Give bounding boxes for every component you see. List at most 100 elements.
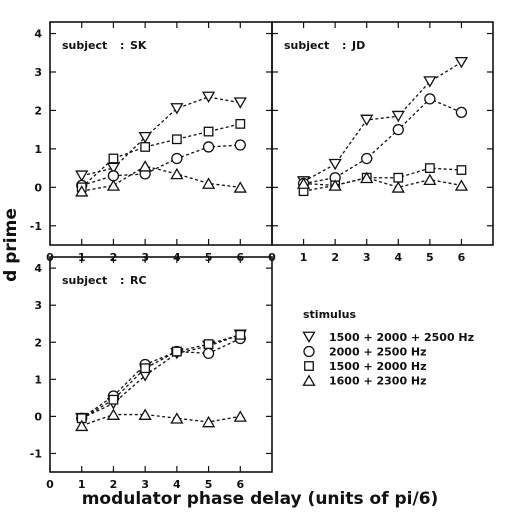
y-tick-label: -1	[30, 447, 42, 460]
legend-label: 2000 + 2500 Hz	[329, 346, 427, 359]
legend-title: stimulus	[303, 308, 356, 321]
data-point	[106, 408, 121, 420]
series-circle	[297, 93, 468, 190]
series-line	[81, 337, 241, 419]
series-triangle-up	[296, 171, 469, 193]
x-tick-label: 6	[236, 478, 244, 491]
subject-separator: :	[120, 274, 124, 287]
series-line	[303, 61, 462, 183]
data-point	[203, 339, 214, 350]
panel-frame	[271, 21, 494, 246]
series-triangle-up	[75, 160, 247, 197]
y-tick-label: 4	[34, 28, 42, 41]
panel-frame	[49, 256, 273, 473]
x-tick-label: 0	[46, 478, 54, 491]
series-square	[298, 163, 467, 197]
panel-rc: -1 0 1 2 3 4 0 1 2 3 4 5 6 subject: RC	[30, 256, 273, 491]
data-point	[456, 165, 467, 175]
subject-id: JD	[351, 39, 365, 52]
y-tick-label: 3	[34, 299, 42, 312]
legend-marker	[302, 331, 316, 344]
y-tick-label: 3	[34, 66, 42, 79]
series-line	[81, 96, 241, 177]
data-point	[391, 181, 405, 193]
data-point	[360, 171, 374, 184]
legend-label: 1600 + 2300 Hz	[329, 375, 427, 388]
x-tick-label: 2	[110, 478, 118, 491]
data-point	[424, 93, 436, 105]
data-point	[235, 329, 246, 340]
subject-label: subject	[62, 274, 107, 287]
data-point	[75, 419, 89, 432]
legend-marker	[302, 374, 316, 386]
data-point	[454, 56, 469, 69]
data-point	[202, 141, 215, 153]
series-line	[303, 167, 462, 192]
x-axis-title: modulator phase delay (units of pi/6)	[82, 489, 439, 509]
subject-separator: :	[120, 39, 124, 52]
data-point	[234, 139, 246, 151]
y-tick-label: 2	[34, 336, 42, 349]
series-line	[81, 165, 241, 192]
subject-label: subject	[284, 39, 329, 52]
data-point	[328, 158, 342, 171]
x-tick-label: 6	[458, 251, 466, 264]
series-circle	[76, 139, 246, 192]
data-point	[393, 172, 404, 183]
data-point	[202, 347, 215, 360]
data-point	[391, 110, 405, 123]
legend-marker	[303, 345, 315, 358]
series-line	[81, 334, 241, 419]
data-point	[423, 173, 437, 186]
data-point	[201, 415, 216, 428]
series-square	[76, 329, 246, 424]
y-tick-label: 0	[34, 410, 42, 423]
data-point	[328, 179, 342, 191]
y-axis-title: d prime	[1, 208, 21, 282]
series-line	[81, 123, 241, 188]
x-tick-label: 4	[173, 478, 181, 491]
data-point	[108, 153, 119, 164]
legend-entry: 2000 + 2500 Hz	[303, 345, 427, 359]
y-tick-label: 1	[34, 373, 42, 386]
data-point	[233, 181, 247, 193]
series-triangle-down	[75, 329, 247, 425]
series-triangle-up	[75, 408, 247, 432]
data-point	[171, 152, 183, 165]
data-point	[454, 179, 469, 191]
series-line	[81, 334, 241, 419]
data-point	[203, 126, 214, 137]
data-point	[107, 170, 120, 182]
x-tick-label: 5	[426, 251, 434, 264]
y-tick-label: 2	[34, 104, 42, 117]
x-tick-label: 2	[331, 251, 339, 264]
x-tick-label: 1	[300, 251, 308, 264]
series-circle	[76, 332, 246, 424]
x-tick-label: 4	[394, 251, 402, 264]
data-point	[361, 152, 373, 165]
data-point	[138, 160, 152, 172]
series-triangle-down	[75, 91, 247, 182]
data-point	[170, 167, 184, 180]
y-tick-label: 4	[34, 262, 42, 275]
data-point	[171, 134, 182, 145]
data-point	[233, 97, 247, 109]
series-triangle-down	[296, 56, 469, 188]
y-tick-label: 0	[34, 181, 42, 194]
data-point	[360, 114, 374, 127]
x-tick-label: 5	[205, 478, 213, 491]
data-point	[455, 106, 468, 119]
data-point	[170, 412, 184, 424]
subject-label: subject	[62, 39, 107, 52]
data-point	[140, 363, 151, 374]
legend-entry: 1500 + 2000 + 2500 Hz	[302, 331, 474, 344]
series-line	[81, 144, 241, 187]
legend-label: 1500 + 2000 + 2500 Hz	[329, 331, 474, 344]
data-point	[106, 179, 121, 191]
data-point	[201, 177, 216, 189]
legend-entry: 1500 + 2000 Hz	[304, 360, 427, 373]
panels: -1 0 1 2 3 4 0 1 2 3 4 5 6 subject: SK 0 1 2 3 4 5 6 subject: J…	[30, 21, 494, 491]
